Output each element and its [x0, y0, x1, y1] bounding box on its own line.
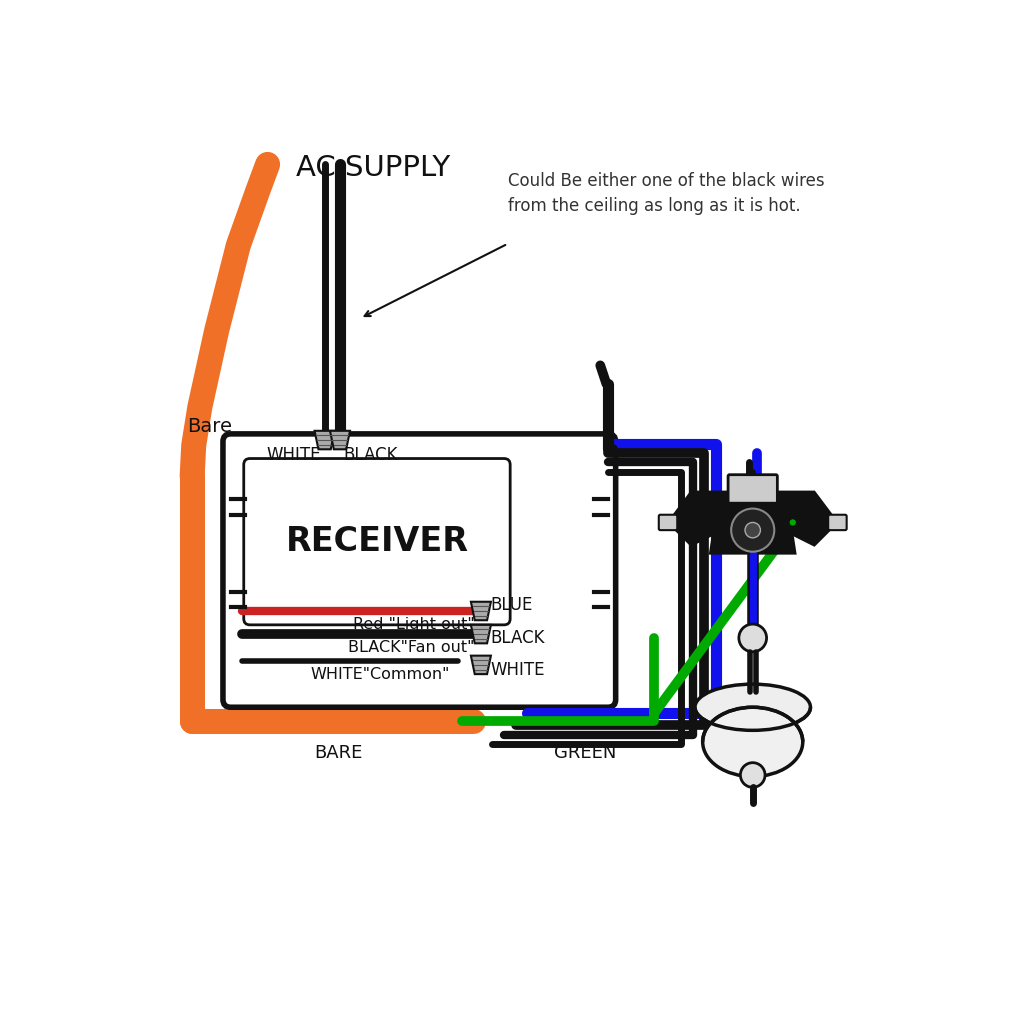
FancyBboxPatch shape — [223, 434, 615, 707]
Circle shape — [745, 523, 761, 538]
FancyBboxPatch shape — [728, 475, 777, 504]
Circle shape — [740, 763, 765, 787]
Polygon shape — [711, 503, 795, 553]
Text: BLACK"Fan out": BLACK"Fan out" — [348, 641, 475, 655]
Circle shape — [788, 519, 797, 526]
Text: WHITE: WHITE — [490, 661, 545, 679]
Polygon shape — [330, 431, 350, 450]
Text: Red "Light out": Red "Light out" — [353, 617, 475, 633]
Text: Could Be either one of the black wires
from the ceiling as long as it is hot.: Could Be either one of the black wires f… — [508, 172, 824, 215]
Text: WHITE: WHITE — [266, 446, 321, 465]
Text: GREEN: GREEN — [554, 744, 616, 762]
FancyBboxPatch shape — [828, 515, 847, 530]
Polygon shape — [471, 624, 490, 644]
Text: BLUE: BLUE — [490, 596, 532, 614]
Text: BARE: BARE — [314, 744, 362, 762]
Polygon shape — [471, 656, 490, 674]
Ellipse shape — [695, 684, 810, 730]
Text: AC SUPPLY: AC SUPPLY — [296, 155, 451, 182]
Text: WHITE"Common": WHITE"Common" — [310, 667, 451, 682]
Polygon shape — [314, 431, 335, 450]
FancyBboxPatch shape — [658, 515, 677, 530]
Ellipse shape — [702, 707, 803, 777]
Text: Bare: Bare — [186, 417, 231, 435]
Circle shape — [731, 508, 774, 551]
Text: BLACK: BLACK — [344, 446, 398, 465]
FancyBboxPatch shape — [244, 459, 510, 624]
Polygon shape — [471, 602, 490, 620]
Text: RECEIVER: RECEIVER — [286, 525, 468, 558]
Circle shape — [739, 624, 767, 652]
Polygon shape — [668, 491, 730, 545]
Text: BLACK: BLACK — [490, 629, 545, 647]
Polygon shape — [776, 491, 838, 545]
